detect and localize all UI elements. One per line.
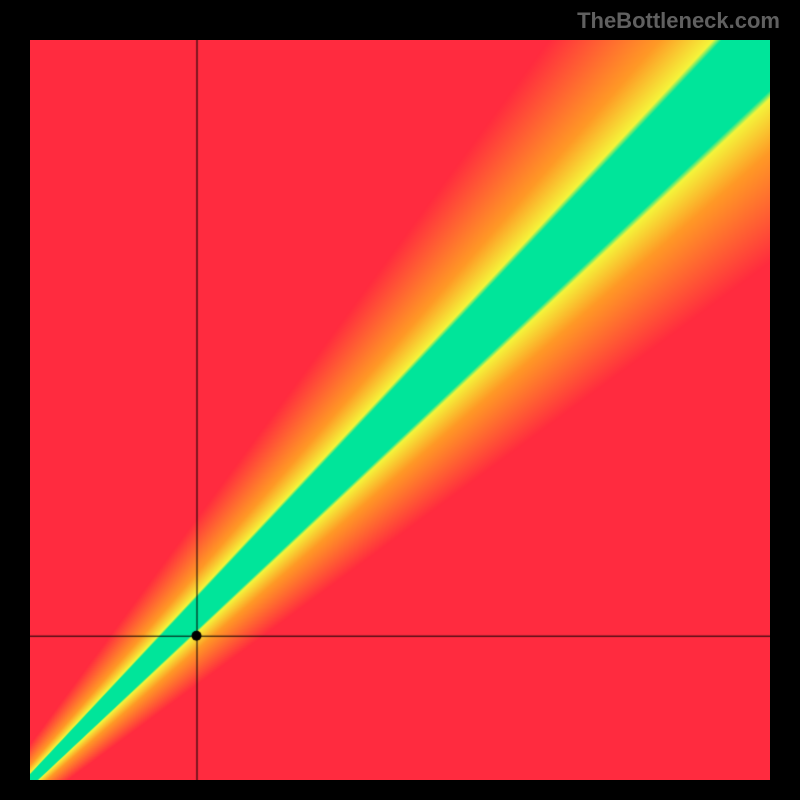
watermark-text: TheBottleneck.com [577,8,780,34]
heatmap-canvas [30,40,770,780]
chart-container: TheBottleneck.com [0,0,800,800]
heatmap-chart [30,40,770,780]
